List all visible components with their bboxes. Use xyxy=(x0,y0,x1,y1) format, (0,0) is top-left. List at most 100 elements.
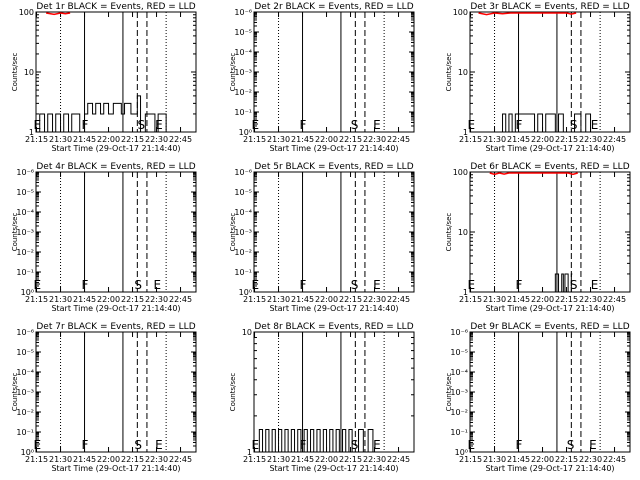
x-tick-label: 21:45 xyxy=(73,295,96,304)
event-marker-label: E xyxy=(34,118,42,132)
events-series-line xyxy=(258,428,374,453)
event-marker-label: E xyxy=(155,118,163,132)
x-tick-label: 22:30 xyxy=(145,455,168,464)
panel-title: Det 1r BLACK = Events, RED = LLD xyxy=(36,2,195,12)
x-tick-label: 21:30 xyxy=(49,135,72,144)
plot-frame xyxy=(253,171,415,293)
lld-series-line xyxy=(478,12,577,16)
events-series-line xyxy=(554,273,573,293)
y-tick-label: 1 xyxy=(29,128,34,137)
y-tick-label: 10⁻⁴ xyxy=(16,208,34,217)
panel-title: Det 8r BLACK = Events, RED = LLD xyxy=(254,322,413,332)
x-tick-label: 22:00 xyxy=(531,135,554,144)
event-marker-label: S xyxy=(567,438,575,452)
panel-title: Det 7r BLACK = Events, RED = LLD xyxy=(36,322,195,332)
event-marker-label: S xyxy=(351,118,359,132)
y-tick-label: 10⁻⁴ xyxy=(16,368,34,377)
x-tick-label: 22:45 xyxy=(603,135,626,144)
x-tick-label: 22:15 xyxy=(555,455,578,464)
event-marker-label: E xyxy=(468,278,476,292)
x-tick-label: 22:15 xyxy=(339,295,362,304)
event-marker-label: E xyxy=(252,278,260,292)
y-tick-label: 10⁻⁵ xyxy=(450,348,468,357)
x-tick-label: 21:45 xyxy=(291,135,314,144)
event-marker-label: F xyxy=(82,438,89,452)
x-tick-label: 22:15 xyxy=(555,135,578,144)
y-tick-label: 10⁻⁴ xyxy=(234,48,252,57)
x-tick-label: 21:45 xyxy=(291,295,314,304)
y-axis-label: Counts/sec xyxy=(445,53,453,92)
x-tick-label: 22:45 xyxy=(169,455,192,464)
event-marker-label: E xyxy=(154,278,162,292)
x-axis-label: Start Time (29-Oct-17 21:14:40) xyxy=(51,304,180,313)
y-tick-label: 10 xyxy=(458,228,468,237)
y-axis-label: Counts/sec xyxy=(445,373,453,412)
y-tick-label: 100 xyxy=(453,168,468,177)
y-axis-label: Counts/sec xyxy=(11,373,19,412)
x-tick-label: 22:45 xyxy=(169,135,192,144)
y-tick-label: 10⁻⁵ xyxy=(234,28,252,37)
panel-4: Det 4r BLACK = Events, RED = LLD 10⁰ 10⁻¹ 1… xyxy=(11,162,197,313)
y-tick-label: 10⁻¹ xyxy=(234,108,252,117)
x-tick-label: 22:00 xyxy=(531,295,554,304)
x-tick-label: 22:30 xyxy=(579,295,602,304)
x-axis-label: Start Time (29-Oct-17 21:14:40) xyxy=(51,464,180,473)
x-tick-label: 21:15 xyxy=(25,455,48,464)
x-tick-label: 21:30 xyxy=(483,135,506,144)
x-tick-label: 21:45 xyxy=(507,135,530,144)
x-tick-label: 21:45 xyxy=(507,295,530,304)
plot-frame xyxy=(469,331,631,453)
event-marker-label: E xyxy=(34,278,42,292)
lld-series-line xyxy=(489,172,578,176)
events-series-line xyxy=(502,113,592,133)
x-tick-label: 21:15 xyxy=(459,295,482,304)
event-marker-label: E xyxy=(589,438,597,452)
event-marker-label: F xyxy=(516,278,523,292)
event-marker-label: S xyxy=(134,278,142,292)
panel-6: Det 6r BLACK = Events, RED = LLD 1 10 100 21… xyxy=(445,162,631,313)
panel-title: Det 6r BLACK = Events, RED = LLD xyxy=(470,162,629,172)
y-tick-label: 10⁻⁵ xyxy=(16,348,34,357)
panel-title: Det 5r BLACK = Events, RED = LLD xyxy=(254,162,413,172)
x-tick-label: 21:15 xyxy=(243,455,266,464)
y-tick-label: 10⁻² xyxy=(16,408,34,417)
y-axis-label: Counts/sec xyxy=(229,373,237,412)
x-tick-label: 22:30 xyxy=(579,455,602,464)
y-tick-label: 10⁻⁶ xyxy=(450,328,468,337)
x-tick-label: 22:00 xyxy=(315,135,338,144)
x-tick-label: 22:45 xyxy=(387,295,410,304)
event-marker-label: F xyxy=(300,278,307,292)
event-marker-label: E xyxy=(373,438,381,452)
x-tick-label: 21:15 xyxy=(243,295,266,304)
y-tick-label: 10⁰ xyxy=(239,288,252,297)
y-axis-label: Counts/sec xyxy=(11,53,19,92)
y-tick-label: 10⁻³ xyxy=(16,388,34,397)
y-tick-label: 10⁻¹ xyxy=(16,428,34,437)
y-axis-label: Counts/sec xyxy=(229,53,237,92)
x-tick-label: 22:15 xyxy=(339,135,362,144)
y-tick-label: 10⁻³ xyxy=(16,228,34,237)
y-tick-label: 10⁰ xyxy=(21,448,34,457)
y-tick-label: 10⁻² xyxy=(450,408,468,417)
y-tick-label: 10 xyxy=(458,68,468,77)
y-tick-label: 10⁻³ xyxy=(450,388,468,397)
y-tick-label: 10⁻⁴ xyxy=(234,208,252,217)
y-axis-label: Counts/sec xyxy=(11,213,19,252)
event-marker-label: F xyxy=(300,118,307,132)
panel-title: Det 3r BLACK = Events, RED = LLD xyxy=(470,2,629,12)
event-marker-label: E xyxy=(155,438,163,452)
y-tick-label: 10⁻¹ xyxy=(450,428,468,437)
y-tick-label: 10⁻⁶ xyxy=(234,168,252,177)
event-marker-label: F xyxy=(82,278,89,292)
y-tick-label: 10⁻⁶ xyxy=(234,8,252,17)
x-tick-label: 22:30 xyxy=(363,455,386,464)
y-tick-label: 10⁻² xyxy=(234,248,252,257)
x-axis-label: Start Time (29-Oct-17 21:14:40) xyxy=(269,144,398,153)
x-tick-label: 22:00 xyxy=(97,135,120,144)
x-tick-label: 22:00 xyxy=(531,455,554,464)
y-tick-label: 10⁻² xyxy=(16,248,34,257)
x-tick-label: 21:30 xyxy=(267,295,290,304)
x-tick-label: 21:30 xyxy=(483,295,506,304)
panel-5: Det 5r BLACK = Events, RED = LLD 10⁰ 10⁻¹ 1… xyxy=(229,162,415,313)
